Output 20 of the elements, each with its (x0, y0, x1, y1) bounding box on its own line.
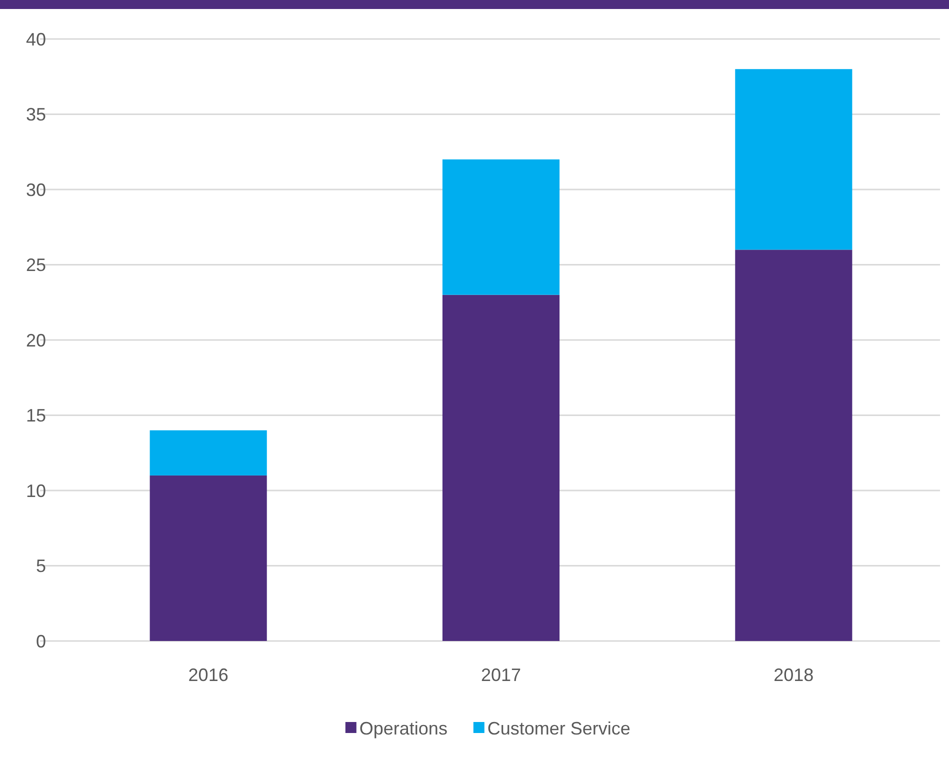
bar (150, 430, 267, 476)
x-tick-label: 2017 (480, 665, 522, 685)
legend-label: Operations (359, 718, 448, 738)
legend-label: Customer Service (487, 718, 630, 738)
bar (735, 69, 852, 250)
bar (442, 294, 560, 641)
bar (442, 159, 560, 295)
x-tick-label: 2016 (188, 665, 228, 685)
y-tick-label: 25 (26, 255, 46, 276)
y-tick-label: 20 (26, 330, 46, 350)
y-tick-label: 30 (26, 180, 46, 200)
bar (735, 250, 852, 641)
y-tick-label: 0 (36, 631, 46, 652)
y-tick-label: 5 (36, 556, 46, 576)
y-tick-label: 35 (26, 104, 46, 125)
y-tick-label: 10 (26, 480, 46, 501)
y-tick-label: 15 (26, 406, 46, 426)
bar (150, 475, 267, 641)
y-tick-label: 40 (26, 29, 46, 50)
x-tick-label: 2018 (774, 665, 814, 685)
